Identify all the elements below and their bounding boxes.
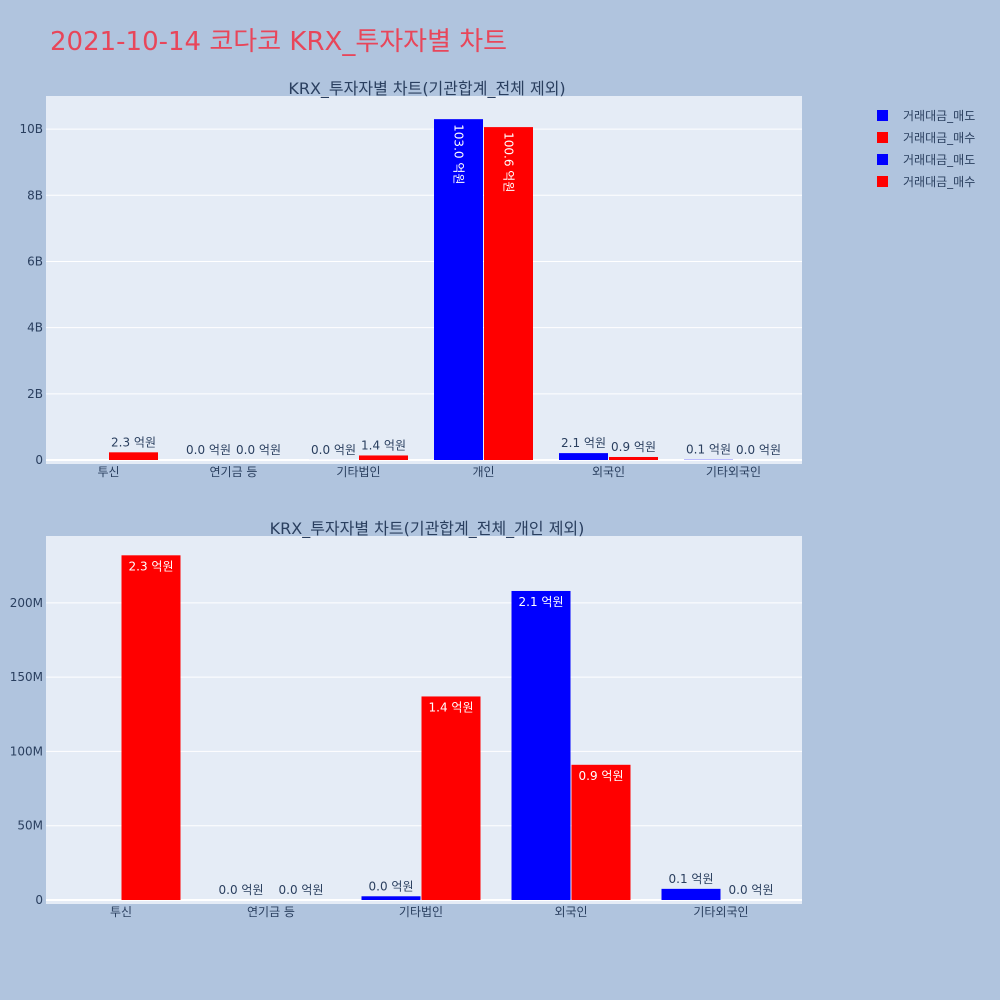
- legend-label: 거래대금_매수: [903, 131, 975, 145]
- bar-chart-2: KRX_투자자별 차트(기관합계_전체_개인 제외) 0 50M 100M 150M 20…: [10, 519, 802, 919]
- y-tick-label: 200M: [10, 596, 43, 610]
- data-label: 0.0 억원: [279, 883, 324, 897]
- data-label: 1.4 억원: [361, 438, 406, 452]
- x-tick-label: 기타외국인: [693, 905, 748, 919]
- legend-item[interactable]: 거래대금_매수: [877, 175, 975, 189]
- y-tick-label: 4B: [27, 321, 43, 335]
- data-label: 2.1 억원: [561, 436, 606, 450]
- legend-label: 거래대금_매도: [903, 153, 975, 167]
- legend-swatch: [877, 132, 888, 143]
- data-label: 0.1 억원: [686, 443, 731, 457]
- data-label: 0.0 억원: [236, 443, 281, 457]
- y-tick-label: 0: [35, 893, 43, 907]
- x-tick-label: 기타법인: [336, 465, 380, 479]
- x-tick-label: 연기금 등: [210, 465, 258, 479]
- data-label: 100.6 억원: [502, 132, 516, 192]
- legend-swatch: [877, 176, 888, 187]
- data-label: 2.3 억원: [129, 559, 174, 573]
- bar-buy: [421, 696, 481, 900]
- bar-sell: [511, 590, 571, 900]
- data-label: 0.0 억원: [736, 443, 781, 457]
- data-label: 0.0 억원: [729, 883, 774, 897]
- data-label: 2.1 억원: [519, 595, 564, 609]
- chart-title: KRX_투자자별 차트(기관합계_전체 제외): [288, 79, 565, 99]
- y-tick-label: 0: [35, 453, 43, 467]
- bar-buy: [571, 764, 631, 900]
- bar-chart-1: KRX_투자자별 차트(기관합계_전체 제외) 0 2B 4B 6B 8B 10B 투신 2.3…: [19, 79, 802, 479]
- y-tick-label: 8B: [27, 188, 43, 202]
- bar-sell: [559, 453, 608, 460]
- y-tick-label: 10B: [19, 122, 43, 136]
- legend-item[interactable]: 거래대금_매수: [877, 131, 975, 145]
- data-label: 0.9 억원: [579, 769, 624, 783]
- chart-title: KRX_투자자별 차트(기관합계_전체_개인 제외): [270, 519, 585, 539]
- x-tick-label: 투신: [110, 905, 132, 919]
- data-label: 0.0 억원: [311, 443, 356, 457]
- legend-swatch: [877, 154, 888, 165]
- data-label: 2.3 억원: [111, 435, 156, 449]
- x-tick-label: 개인: [472, 465, 494, 479]
- data-label: 0.9 억원: [611, 440, 656, 454]
- bar-buy: [609, 456, 658, 460]
- legend-item[interactable]: 거래대금_매도: [877, 153, 975, 167]
- bar-buy: [484, 127, 533, 460]
- x-tick-label: 외국인: [592, 465, 625, 479]
- x-tick-label: 연기금 등: [247, 905, 295, 919]
- y-tick-label: 6B: [27, 254, 43, 268]
- legend-swatch: [877, 110, 888, 121]
- x-tick-label: 기타외국인: [706, 465, 761, 479]
- bar-sell: [361, 896, 421, 900]
- y-tick-label: 100M: [10, 744, 43, 758]
- legend-label: 거래대금_매도: [903, 109, 975, 123]
- bar-buy: [109, 452, 158, 460]
- legend-item[interactable]: 거래대금_매도: [877, 109, 975, 123]
- page-title: 2021-10-14 코다코 KRX_투자자별 차트: [50, 27, 507, 57]
- y-tick-label: 150M: [10, 670, 43, 684]
- data-label: 0.1 억원: [669, 872, 714, 886]
- bar-buy: [359, 455, 408, 460]
- bar-buy: [121, 555, 181, 900]
- data-label: 0.0 억원: [186, 443, 231, 457]
- data-label: 1.4 억원: [429, 700, 474, 714]
- y-tick-label: 50M: [17, 819, 43, 833]
- data-label: 0.0 억원: [219, 883, 264, 897]
- bar-sell: [661, 888, 721, 900]
- x-tick-label: 외국인: [554, 905, 587, 919]
- data-label: 103.0 억원: [452, 124, 466, 184]
- legend-label: 거래대금_매수: [903, 175, 975, 189]
- bar-sell: [434, 119, 483, 460]
- plot-area: [46, 96, 802, 464]
- x-tick-label: 기타법인: [399, 905, 443, 919]
- data-label: 0.0 억원: [369, 879, 414, 893]
- x-tick-label: 투신: [97, 465, 119, 479]
- y-tick-label: 2B: [27, 387, 43, 401]
